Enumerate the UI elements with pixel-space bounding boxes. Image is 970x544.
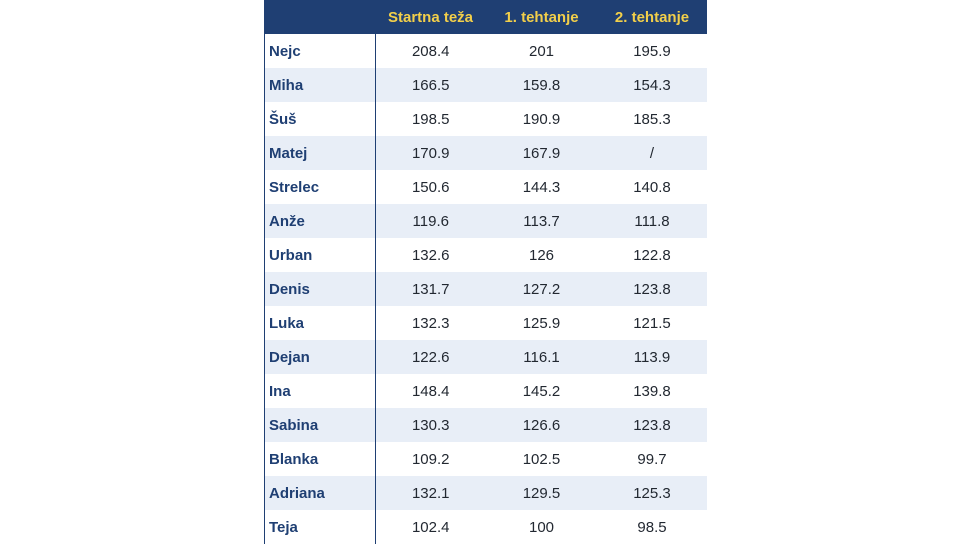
start-weight: 166.5 xyxy=(411,76,450,94)
weigh-in-1: 201 xyxy=(528,42,555,60)
weigh-in-1: 159.8 xyxy=(522,76,561,94)
weigh-in-2: 98.5 xyxy=(637,518,667,536)
start-weight: 109.2 xyxy=(411,450,450,468)
header-weigh-in-2: 2. tehtanje xyxy=(614,8,690,26)
weigh-in-2: 125.3 xyxy=(633,484,671,502)
table-header: Startna teža 1. tehtanje 2. tehtanje xyxy=(265,0,707,34)
table-row: Šuš 198.5 190.9 185.3 xyxy=(265,102,707,136)
person-name: Blanka xyxy=(265,442,376,476)
start-weight: 130.3 xyxy=(411,416,450,434)
weigh-in-2: 122.8 xyxy=(633,246,671,264)
weigh-in-2: 140.8 xyxy=(633,178,671,196)
weigh-in-2: 111.8 xyxy=(634,212,670,230)
start-weight: 132.3 xyxy=(411,314,450,332)
table-row: Matej 170.9 167.9 / xyxy=(265,136,707,170)
table-row: Teja 102.4 100 98.5 xyxy=(265,510,707,544)
weigh-in-2: 139.8 xyxy=(633,382,671,400)
weigh-in-1: 144.3 xyxy=(522,178,561,196)
weigh-in-2: 113.9 xyxy=(633,348,671,366)
table-row: Denis 131.7 127.2 123.8 xyxy=(265,272,707,306)
person-name: Dejan xyxy=(265,340,376,374)
person-name: Miha xyxy=(265,68,376,102)
start-weight: 132.6 xyxy=(411,246,450,264)
weigh-in-1: 190.9 xyxy=(522,110,561,128)
start-weight: 198.5 xyxy=(411,110,450,128)
weigh-in-1: 127.2 xyxy=(522,280,561,298)
weigh-in-2: 123.8 xyxy=(633,416,671,434)
weigh-in-2: / xyxy=(649,144,655,162)
header-name xyxy=(265,0,375,34)
weigh-in-2: 195.9 xyxy=(633,42,671,60)
table-row: Ina 148.4 145.2 139.8 xyxy=(265,374,707,408)
start-weight: 132.1 xyxy=(411,484,450,502)
table-row: Blanka 109.2 102.5 99.7 xyxy=(265,442,707,476)
start-weight: 122.6 xyxy=(411,348,450,366)
weigh-in-2: 185.3 xyxy=(633,110,671,128)
person-name: Ina xyxy=(265,374,376,408)
person-name: Matej xyxy=(265,136,376,170)
table-row: Anže 119.6 113.7 111.8 xyxy=(265,204,707,238)
person-name: Anže xyxy=(265,204,376,238)
person-name: Denis xyxy=(265,272,376,306)
weigh-in-1: 126.6 xyxy=(522,416,561,434)
start-weight: 208.4 xyxy=(411,42,450,60)
person-name: Luka xyxy=(265,306,376,340)
table-row: Strelec 150.6 144.3 140.8 xyxy=(265,170,707,204)
weigh-in-2: 154.3 xyxy=(633,76,671,94)
table-row: Nejc 208.4 201 195.9 xyxy=(265,34,707,68)
weigh-in-1: 113.7 xyxy=(523,212,560,230)
table-row: Urban 132.6 126 122.8 xyxy=(265,238,707,272)
weigh-in-1: 145.2 xyxy=(522,382,561,400)
person-name: Nejc xyxy=(265,34,376,68)
person-name: Urban xyxy=(265,238,376,272)
weigh-in-1: 125.9 xyxy=(522,314,561,332)
header-start-weight: Startna teža xyxy=(387,8,474,26)
table-row: Sabina 130.3 126.6 123.8 xyxy=(265,408,707,442)
weigh-in-1: 116.1 xyxy=(523,348,560,366)
weigh-in-2: 99.7 xyxy=(637,450,667,468)
weigh-in-table: Startna teža 1. tehtanje 2. tehtanje Nej… xyxy=(265,0,707,544)
start-weight: 170.9 xyxy=(411,144,450,162)
weigh-in-2: 123.8 xyxy=(633,280,671,298)
table-row: Dejan 122.6 116.1 113.9 xyxy=(265,340,707,374)
weigh-in-table-container: Startna teža 1. tehtanje 2. tehtanje Nej… xyxy=(264,0,707,544)
start-weight: 148.4 xyxy=(411,382,450,400)
table-body: Nejc 208.4 201 195.9 Miha 166.5 159.8 154.3 Šuš 1… xyxy=(265,34,707,544)
weigh-in-1: 167.9 xyxy=(522,144,561,162)
table-row: Luka 132.3 125.9 121.5 xyxy=(265,306,707,340)
start-weight: 131.7 xyxy=(411,280,450,298)
table-row: Miha 166.5 159.8 154.3 xyxy=(265,68,707,102)
weigh-in-1: 102.5 xyxy=(522,450,561,468)
weigh-in-1: 100 xyxy=(528,518,555,536)
header-weigh-in-1: 1. tehtanje xyxy=(504,8,579,26)
weigh-in-1: 126 xyxy=(528,246,555,264)
person-name: Adriana xyxy=(265,476,376,510)
person-name: Teja xyxy=(265,510,376,544)
header-row: Startna teža 1. tehtanje 2. tehtanje xyxy=(265,0,707,34)
start-weight: 150.6 xyxy=(411,178,450,196)
weigh-in-1: 129.5 xyxy=(522,484,561,502)
person-name: Strelec xyxy=(265,170,376,204)
person-name: Šuš xyxy=(265,102,376,136)
table-row: Adriana 132.1 129.5 125.3 xyxy=(265,476,707,510)
start-weight: 119.6 xyxy=(412,212,449,230)
person-name: Sabina xyxy=(265,408,376,442)
weigh-in-2: 121.5 xyxy=(633,314,671,332)
start-weight: 102.4 xyxy=(411,518,450,536)
